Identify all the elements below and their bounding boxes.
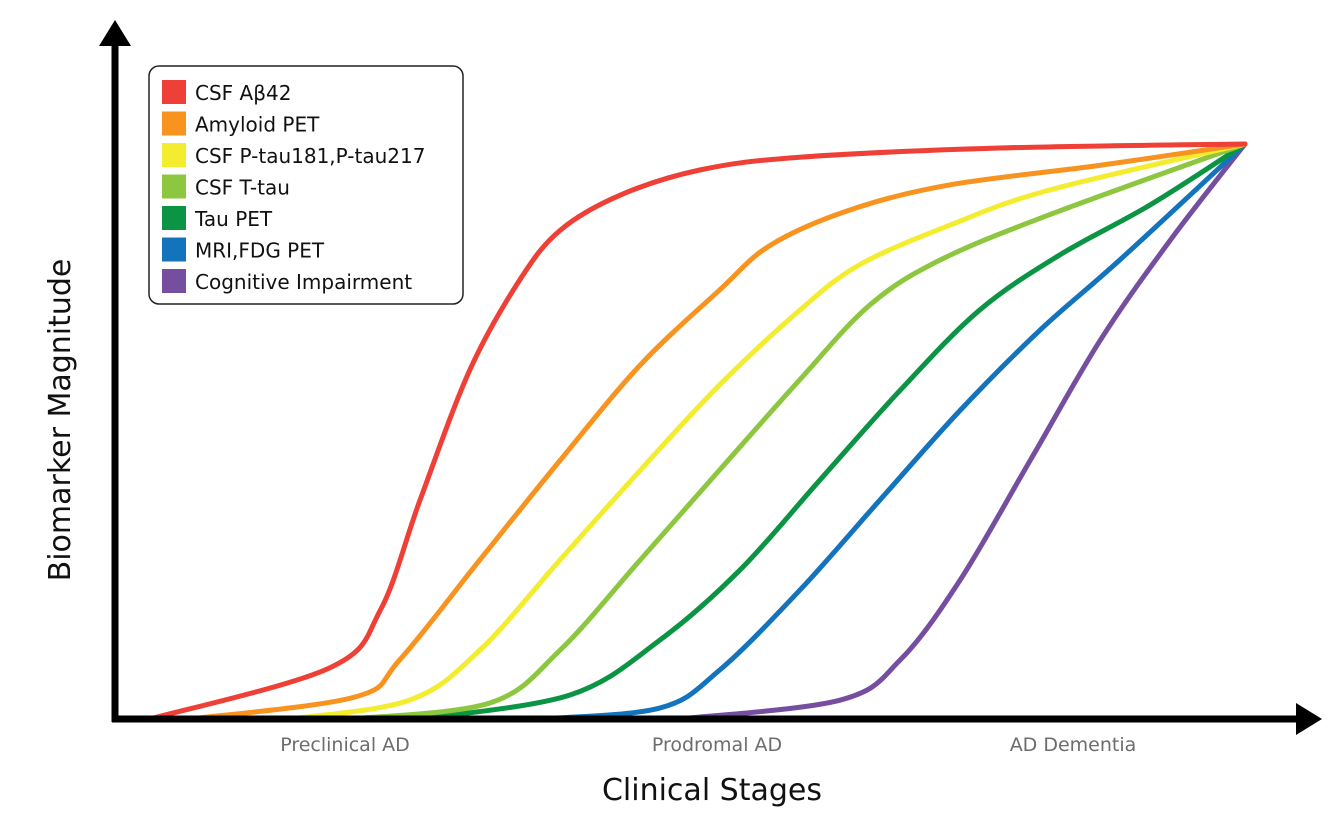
legend-label: CSF T-tau — [195, 176, 290, 200]
legend-label: CSF P-tau181,P-tau217 — [195, 144, 425, 168]
x-tick-label: Preclinical AD — [280, 734, 410, 756]
legend-label: MRI,FDG PET — [195, 239, 325, 263]
x-tick-label: AD Dementia — [1010, 734, 1137, 756]
legend-label: Tau PET — [194, 207, 273, 231]
legend-swatch — [162, 269, 186, 293]
series-line — [347, 141, 1248, 722]
legend-swatch — [162, 206, 186, 230]
legend-swatch — [162, 143, 186, 167]
y-axis-arrow-icon — [99, 20, 131, 46]
series-line — [417, 141, 1248, 722]
series-line — [287, 141, 1248, 722]
curves — [147, 141, 1248, 722]
series-line — [537, 141, 1248, 722]
legend-label: CSF Aβ42 — [195, 81, 291, 105]
legend: CSF Aβ42 Amyloid PET CSF P-tau181,P-tau217… — [148, 65, 464, 305]
series-line — [677, 141, 1248, 722]
legend-swatch — [162, 174, 186, 199]
series-line — [187, 141, 1248, 722]
series-line — [147, 141, 1248, 722]
x-tick-label: Prodromal AD — [652, 734, 782, 756]
x-axis-title: Clinical Stages — [602, 773, 822, 808]
legend-swatch — [162, 80, 186, 104]
legend-swatch — [162, 111, 186, 136]
legend-label: Amyloid PET — [195, 113, 320, 137]
legend-box — [148, 65, 464, 305]
y-axis-title: Biomarker Magnitude — [43, 259, 78, 582]
legend-swatch — [162, 237, 186, 262]
legend-label: Cognitive Impairment — [195, 270, 412, 294]
x-axis-arrow-icon — [1296, 703, 1322, 735]
